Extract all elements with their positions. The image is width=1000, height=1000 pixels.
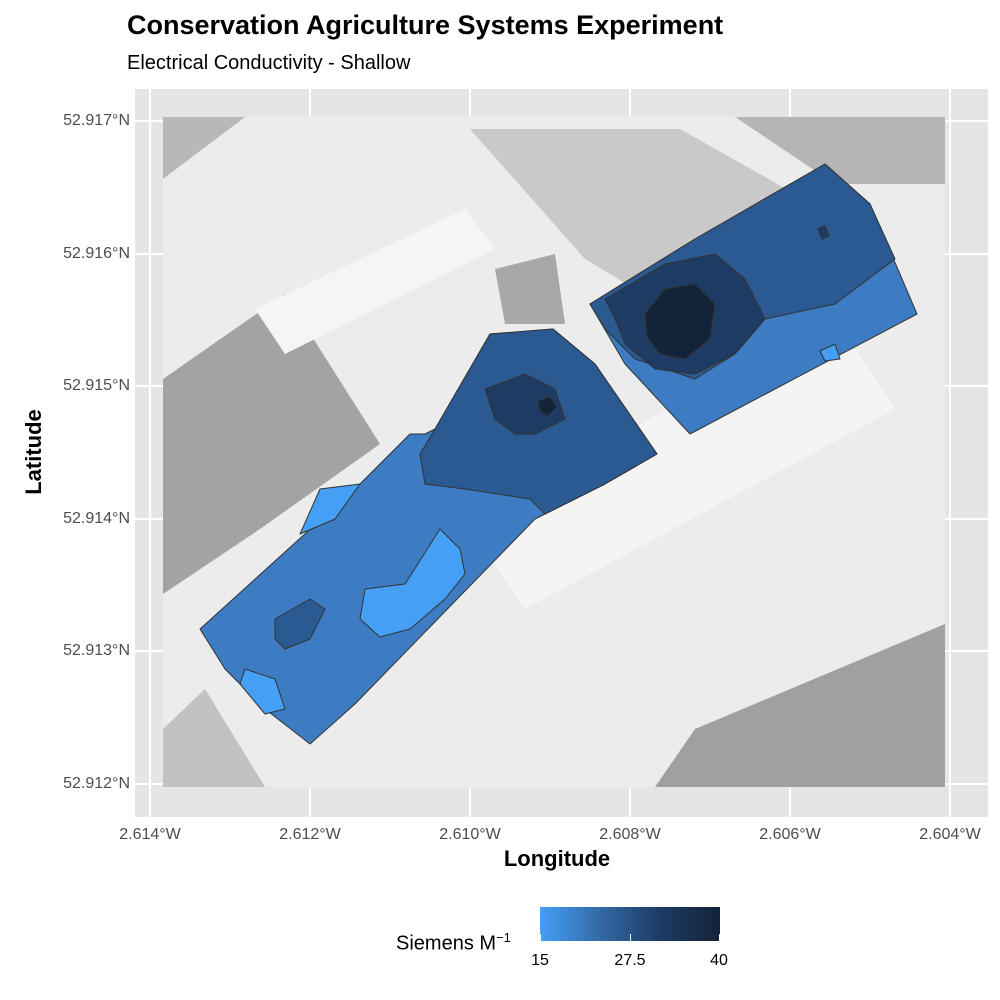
- x-tick-label: 2.612°W: [279, 826, 341, 843]
- contour-low-ne-spot: [819, 343, 841, 362]
- contour-peak-sw: [537, 396, 558, 417]
- x-axis-title: Longitude: [503, 846, 611, 871]
- contour-peak-ne: [644, 283, 716, 360]
- y-tick-label: 52.912°N: [63, 775, 130, 792]
- y-tick-label: 52.915°N: [63, 377, 130, 394]
- field-southwest: [199, 328, 658, 745]
- y-tick-label: 52.917°N: [63, 112, 130, 129]
- contour-low-sw-patch: [359, 528, 466, 638]
- legend-title-text: Siemens M: [396, 932, 497, 955]
- legend-tick: [630, 934, 631, 941]
- legend-label-mid: 27.5: [614, 952, 646, 969]
- map-canvas: [135, 89, 988, 817]
- plot-panel: [135, 89, 988, 817]
- legend-title-exponent: −1: [496, 930, 511, 945]
- y-tick-label: 52.913°N: [63, 642, 130, 659]
- contour-high-sw-spot: [274, 598, 326, 650]
- contour-low-sw-edge: [299, 483, 361, 535]
- contour-high-ne-spot: [817, 225, 830, 240]
- contour-low-sw-corner: [239, 668, 286, 715]
- legend-tick: [540, 934, 541, 941]
- x-tick-label: 2.604°W: [919, 826, 981, 843]
- x-tick-label: 2.608°W: [599, 826, 661, 843]
- legend-title: Siemens M−1: [396, 930, 511, 956]
- y-tick-label: 52.916°N: [63, 245, 130, 262]
- field-northeast: [589, 163, 918, 435]
- y-axis-title: Latitude: [21, 409, 46, 495]
- contour-band-sw-core: [484, 373, 566, 435]
- legend-tick: [719, 934, 720, 941]
- x-tick-label: 2.610°W: [439, 826, 501, 843]
- chart-title: Conservation Agriculture Systems Experim…: [127, 10, 724, 40]
- chart-subtitle: Electrical Conductivity - Shallow: [127, 52, 411, 74]
- x-tick-label: 2.614°W: [119, 826, 181, 843]
- x-tick-label: 2.606°W: [759, 826, 821, 843]
- legend-label-min: 15: [531, 952, 549, 969]
- legend-label-max: 40: [710, 952, 728, 969]
- y-tick-label: 52.914°N: [63, 510, 130, 527]
